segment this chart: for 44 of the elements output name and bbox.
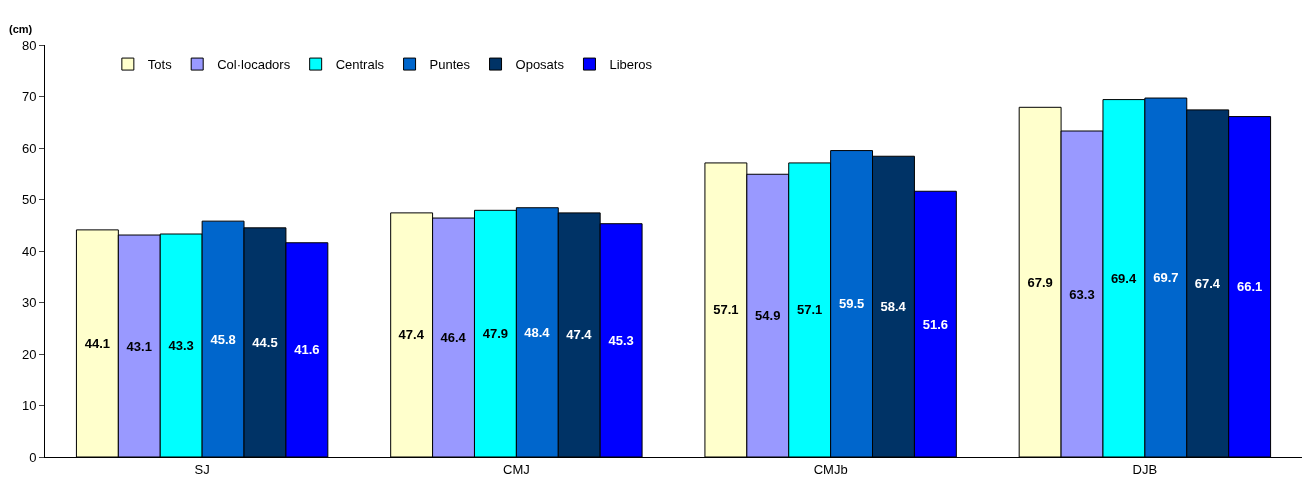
data-label: 48.4 xyxy=(524,324,551,340)
data-label: 58.4 xyxy=(880,299,907,315)
data-label: 63.3 xyxy=(1069,286,1095,302)
data-label: 59.5 xyxy=(838,296,865,312)
data-label: 69.4 xyxy=(1110,270,1137,286)
y-tick-label: 20 xyxy=(21,346,37,362)
data-label: 47.4 xyxy=(566,327,593,343)
legend-label: Oposats xyxy=(515,57,565,73)
y-tick-label: 60 xyxy=(21,140,37,156)
data-label: 57.1 xyxy=(797,302,823,318)
data-label: 41.6 xyxy=(294,342,320,358)
x-tick-label: DJB xyxy=(1132,461,1158,477)
data-label: 57.1 xyxy=(713,302,739,318)
data-label: 69.7 xyxy=(1153,270,1179,286)
legend-label: Tots xyxy=(147,57,173,73)
y-tick-label: 80 xyxy=(21,37,37,53)
legend-label: Liberos xyxy=(609,57,653,73)
x-tick-label: CMJb xyxy=(813,461,848,477)
y-tick-label: 50 xyxy=(21,192,37,208)
y-axis-title: (cm) xyxy=(9,23,33,35)
data-label: 67.9 xyxy=(1027,274,1053,290)
data-label: 45.8 xyxy=(210,331,236,347)
data-label: 44.1 xyxy=(84,335,111,351)
legend-label: Puntes xyxy=(429,57,471,73)
legend-label: Centrals xyxy=(335,57,385,73)
data-label: 44.5 xyxy=(252,334,278,350)
legend-label: Col·locadors xyxy=(217,57,291,73)
y-tick-label: 30 xyxy=(21,295,37,311)
data-label: 67.4 xyxy=(1194,275,1221,291)
x-tick-label: CMJ xyxy=(503,461,530,477)
y-tick-label: 40 xyxy=(21,243,37,259)
data-label: 47.4 xyxy=(398,327,425,343)
data-label: 51.6 xyxy=(922,316,949,332)
data-label: 54.9 xyxy=(755,308,781,324)
data-label: 43.1 xyxy=(126,338,152,354)
data-label: 47.9 xyxy=(482,326,509,342)
y-tick-label: 0 xyxy=(29,449,37,465)
y-tick-label: 70 xyxy=(21,89,37,105)
x-tick-label: SJ xyxy=(194,461,210,477)
data-label: 45.3 xyxy=(608,332,634,348)
data-label: 46.4 xyxy=(440,330,467,346)
y-tick-label: 10 xyxy=(21,398,37,414)
data-label: 43.3 xyxy=(168,338,194,354)
data-label: 66.1 xyxy=(1236,279,1263,295)
